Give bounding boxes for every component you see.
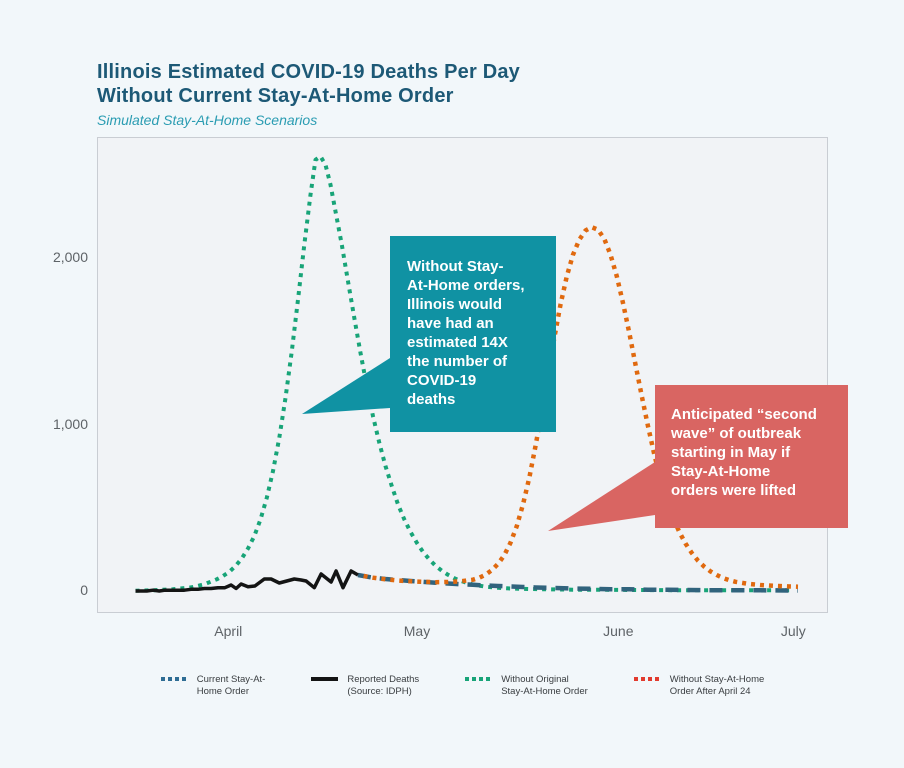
series-reported-deaths: [135, 569, 359, 593]
legend-label-without-stay-at-home-order-after-april-24: Without Stay-At-Home Order After April 2…: [669, 674, 765, 697]
chart-header: Illinois Estimated COVID-19 Deaths Per D…: [97, 60, 520, 128]
y-tick-label-2000: 2,000: [52, 249, 88, 265]
without-original-stay-at-home-order-swatch-icon: [465, 677, 493, 681]
title-line-1: Illinois Estimated COVID-19 Deaths Per D…: [97, 61, 520, 83]
title-line-2: Without Current Stay-At-Home Order: [97, 85, 454, 107]
legend-label-without-original-stay-at-home-order: Without Original Stay-At-Home Order: [501, 674, 588, 697]
legend-item-current-stay-at-home-order: Current Stay-At- Home Order: [160, 674, 266, 698]
x-tick-label-july: July: [780, 623, 806, 639]
x-tick-label-june: June: [603, 623, 634, 639]
legend-item-without-stay-at-home-order-after-april-24: Without Stay-At-Home Order After April 2…: [633, 674, 765, 698]
callout-second-wave: Anticipated “second wave” of outbreak st…: [655, 385, 848, 528]
callout-no-stay-at-home: Without Stay- At-Home orders, Illinois w…: [390, 236, 556, 432]
x-tick-label-may: May: [403, 623, 431, 639]
series-current-stay-at-home-order: [357, 572, 799, 593]
legend-label-reported-deaths: Reported Deaths (Source: IDPH): [347, 674, 420, 697]
page-title: Illinois Estimated COVID-19 Deaths Per D…: [97, 60, 520, 108]
legend-item-reported-deaths: Reported Deaths (Source: IDPH): [311, 674, 419, 698]
reported-deaths-swatch-icon: [311, 677, 339, 681]
legend-label-current-stay-at-home-order: Current Stay-At- Home Order: [196, 674, 266, 697]
x-tick-label-april: April: [214, 623, 243, 639]
legend-item-without-original-stay-at-home-order: Without Original Stay-At-Home Order: [465, 674, 588, 698]
chart-subtitle: Simulated Stay-At-Home Scenarios: [97, 112, 318, 128]
chart-legend: Current Stay-At- Home Order Reported Deat…: [97, 674, 828, 698]
y-tick-label-1000: 1,000: [52, 415, 88, 432]
y-tick-label-0: 0: [80, 582, 88, 598]
without-stay-at-home-order-after-april-24-swatch-icon: [633, 677, 661, 681]
current-stay-at-home-order-swatch-icon: [160, 677, 188, 681]
